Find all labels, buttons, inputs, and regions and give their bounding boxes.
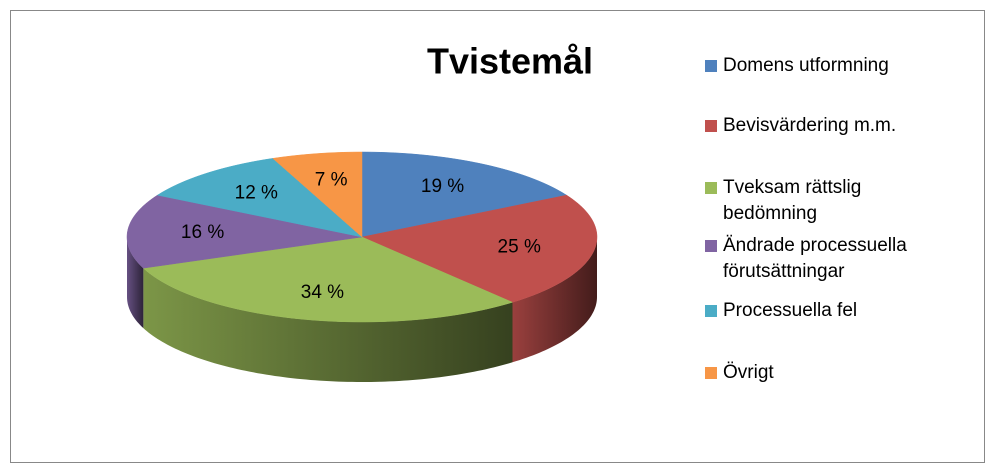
legend-item: Domens utformning (705, 53, 889, 79)
legend-item: Ändrade processuella förutsättningar (705, 233, 955, 285)
pie-slice (361, 151, 568, 238)
legend-label: Ändrade processuella förutsättningar (723, 235, 907, 282)
data-label: 7 % (315, 169, 348, 190)
pie-side (512, 237, 597, 363)
data-label: 16 % (181, 222, 224, 243)
legend-swatch (705, 367, 717, 379)
legend-swatch (705, 240, 717, 252)
data-label: 19 % (421, 176, 464, 197)
legend-swatch (705, 305, 717, 317)
legend-item: Processuella fel (705, 298, 857, 324)
data-label: 34 % (301, 282, 344, 303)
pie-slice (142, 236, 514, 323)
legend-item: Bevisvärdering m.m. (705, 113, 896, 139)
pie-side (127, 237, 144, 329)
legend-label: Bevisvärdering m.m. (723, 115, 897, 136)
legend-swatch (705, 120, 717, 132)
chart-title: Tvistemål (427, 41, 593, 82)
data-label: 25 % (498, 236, 541, 257)
legend-item: Övrigt (705, 360, 774, 386)
legend-swatch (705, 182, 717, 194)
data-label: 12 % (235, 183, 278, 204)
pie-slice (156, 158, 363, 238)
pie-slice (272, 151, 363, 238)
legend-label: Domens utformning (723, 55, 889, 76)
pie-slice (126, 194, 363, 269)
pie-side (143, 268, 513, 382)
pie-slice (361, 194, 598, 303)
legend-label: Processuella fel (723, 300, 858, 321)
legend-label: Övrigt (723, 362, 774, 383)
legend-label: Tveksam rättslig bedömning (723, 177, 862, 224)
pie-sides (127, 237, 597, 382)
legend-item: Tveksam rättslig bedömning (705, 175, 955, 227)
legend-swatch (705, 60, 717, 72)
